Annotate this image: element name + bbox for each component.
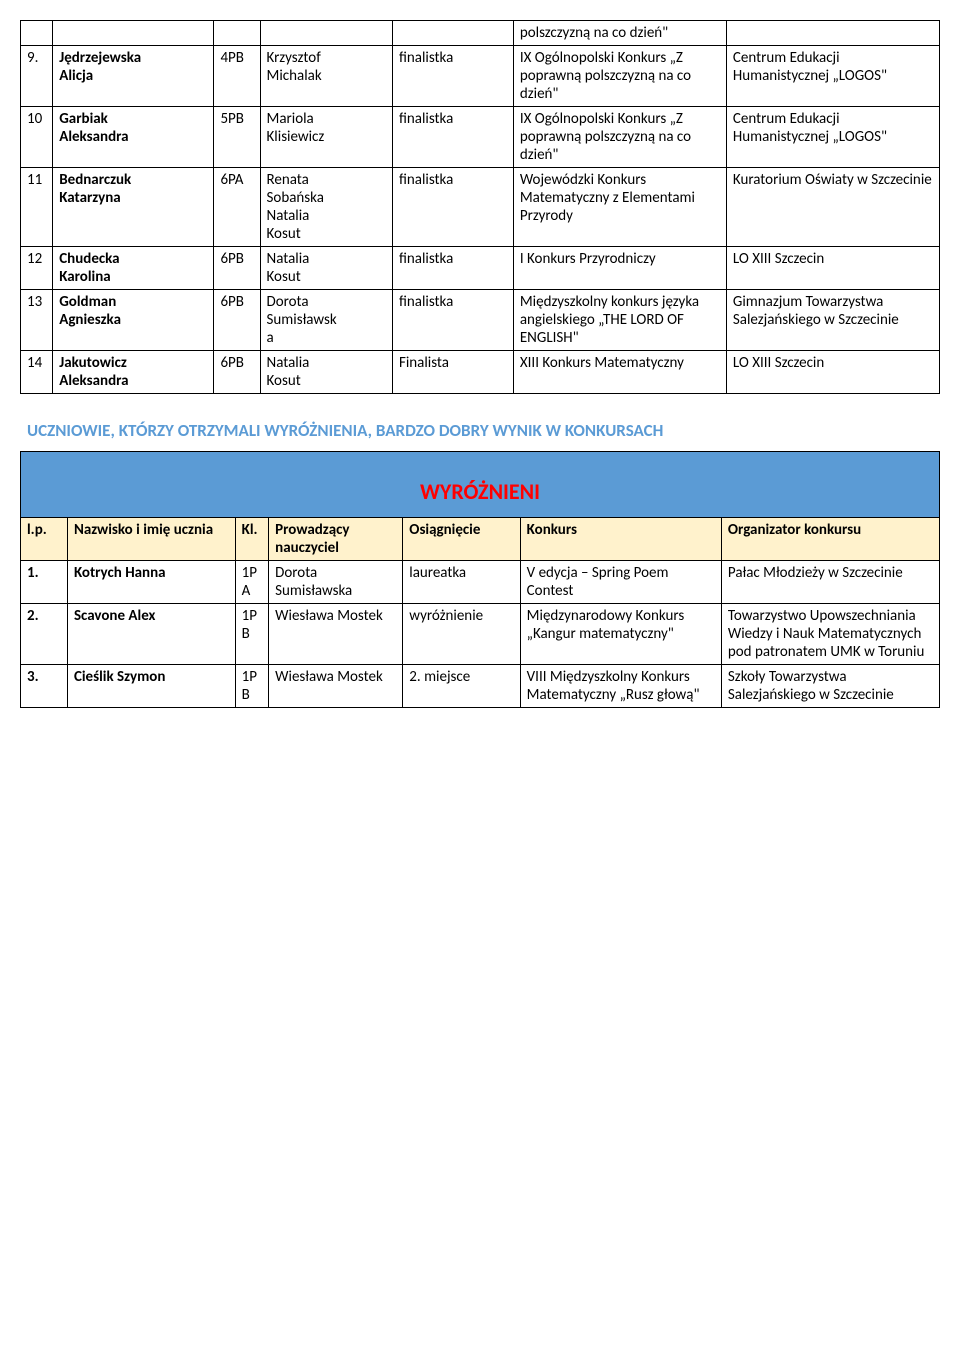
cell-os: Finalista	[392, 351, 513, 394]
table-row: 9.JędrzejewskaAlicja4PBKrzysztofMichalak…	[21, 46, 940, 107]
cell-prow: Wiesława Mostek	[269, 665, 403, 708]
header-kl: Kl.	[235, 518, 269, 561]
cell-konk: V edycja – Spring Poem Contest	[520, 561, 721, 604]
cell-prow	[260, 21, 392, 46]
cell-org: LO XIII Szczecin	[726, 247, 939, 290]
cell-os: finalistka	[392, 290, 513, 351]
cell-lp: 11	[21, 168, 53, 247]
cell-name: Cieślik Szymon	[67, 665, 235, 708]
table-header-row: l.p. Nazwisko i imię ucznia Kl. Prowadzą…	[21, 518, 940, 561]
cell-org: Gimnazjum Towarzystwa Salezjańskiego w S…	[726, 290, 939, 351]
cell-konk: IX Ogólnopolski Konkurs „Z poprawną pols…	[513, 107, 726, 168]
cell-name: JakutowiczAleksandra	[53, 351, 214, 394]
cell-prow: KrzysztofMichalak	[260, 46, 392, 107]
cell-org: LO XIII Szczecin	[726, 351, 939, 394]
cell-os: finalistka	[392, 107, 513, 168]
cell-os: finalistka	[392, 46, 513, 107]
cell-lp: 3.	[21, 665, 68, 708]
cell-name: Scavone Alex	[67, 604, 235, 665]
cell-kl: 6PA	[214, 168, 260, 247]
cell-konk: IX Ogólnopolski Konkurs „Z poprawną pols…	[513, 46, 726, 107]
header-prow: Prowadzący nauczyciel	[269, 518, 403, 561]
cell-org: Kuratorium Oświaty w Szczecinie	[726, 168, 939, 247]
cell-kl: 6PB	[214, 290, 260, 351]
table-row: 1.Kotrych Hanna1PADorota Sumisławskalaur…	[21, 561, 940, 604]
distinctions-table: WYRÓŻNIENI l.p. Nazwisko i imię ucznia K…	[20, 451, 940, 708]
table-row: 10GarbiakAleksandra5PBMariolaKlisiewiczf…	[21, 107, 940, 168]
cell-prow: Wiesława Mostek	[269, 604, 403, 665]
cell-kl: 5PB	[214, 107, 260, 168]
cell-os: 2. miejsce	[403, 665, 520, 708]
table-row: 14JakutowiczAleksandra6PBNataliaKosutFin…	[21, 351, 940, 394]
cell-prow: DorotaSumisławska	[260, 290, 392, 351]
table-row: 12ChudeckaKarolina6PBNataliaKosutfinalis…	[21, 247, 940, 290]
cell-konk: Międzynarodowy Konkurs „Kangur matematyc…	[520, 604, 721, 665]
cell-kl: 1PA	[235, 561, 269, 604]
cell-lp	[21, 21, 53, 46]
cell-lp: 1.	[21, 561, 68, 604]
cell-name: ChudeckaKarolina	[53, 247, 214, 290]
cell-lp: 14	[21, 351, 53, 394]
cell-org: Towarzystwo Upowszechniania Wiedzy i Nau…	[721, 604, 939, 665]
cell-prow: NataliaKosut	[260, 247, 392, 290]
table-row: 13GoldmanAgnieszka6PBDorotaSumisławskafi…	[21, 290, 940, 351]
finalists-table: polszczyzną na co dzień"9.JędrzejewskaAl…	[20, 20, 940, 394]
cell-kl: 1PB	[235, 604, 269, 665]
cell-konk: I Konkurs Przyrodniczy	[513, 247, 726, 290]
cell-os	[392, 21, 513, 46]
section-heading: UCZNIOWIE, KTÓRZY OTRZYMALI WYRÓŻNIENIA,…	[20, 402, 940, 451]
cell-lp: 12	[21, 247, 53, 290]
header-os: Osiągnięcie	[403, 518, 520, 561]
cell-konk: XIII Konkurs Matematyczny	[513, 351, 726, 394]
cell-prow: RenataSobańskaNataliaKosut	[260, 168, 392, 247]
cell-kl: 1PB	[235, 665, 269, 708]
cell-os: wyróżnienie	[403, 604, 520, 665]
cell-lp: 13	[21, 290, 53, 351]
banner-title: WYRÓŻNIENI	[21, 452, 940, 518]
cell-name: GoldmanAgnieszka	[53, 290, 214, 351]
cell-lp: 10	[21, 107, 53, 168]
cell-kl: 6PB	[214, 247, 260, 290]
header-lp: l.p.	[21, 518, 68, 561]
cell-os: finalistka	[392, 247, 513, 290]
table-row: 2.Scavone Alex1PBWiesława Mostekwyróżnie…	[21, 604, 940, 665]
cell-konk: Wojewódzki Konkurs Matematyczny z Elemen…	[513, 168, 726, 247]
cell-org: Centrum Edukacji Humanistycznej „LOGOS"	[726, 107, 939, 168]
cell-name: JędrzejewskaAlicja	[53, 46, 214, 107]
cell-konk: VIII Międzyszkolny Konkurs Matematyczny …	[520, 665, 721, 708]
table-row: polszczyzną na co dzień"	[21, 21, 940, 46]
cell-prow: NataliaKosut	[260, 351, 392, 394]
cell-lp: 2.	[21, 604, 68, 665]
cell-kl: 6PB	[214, 351, 260, 394]
cell-kl	[214, 21, 260, 46]
cell-os: finalistka	[392, 168, 513, 247]
cell-org	[726, 21, 939, 46]
header-org: Organizator konkursu	[721, 518, 939, 561]
cell-org: Centrum Edukacji Humanistycznej „LOGOS"	[726, 46, 939, 107]
cell-prow: Dorota Sumisławska	[269, 561, 403, 604]
cell-konk: polszczyzną na co dzień"	[513, 21, 726, 46]
cell-name	[53, 21, 214, 46]
cell-org: Szkoły Towarzystwa Salezjańskiego w Szcz…	[721, 665, 939, 708]
cell-konk: Międzyszkolny konkurs języka angielskieg…	[513, 290, 726, 351]
header-name: Nazwisko i imię ucznia	[67, 518, 235, 561]
cell-name: BednarczukKatarzyna	[53, 168, 214, 247]
cell-os: laureatka	[403, 561, 520, 604]
cell-org: Pałac Młodzieży w Szczecinie	[721, 561, 939, 604]
cell-name: GarbiakAleksandra	[53, 107, 214, 168]
header-konk: Konkurs	[520, 518, 721, 561]
table-row: 3.Cieślik Szymon1PBWiesława Mostek2. mie…	[21, 665, 940, 708]
cell-prow: MariolaKlisiewicz	[260, 107, 392, 168]
cell-lp: 9.	[21, 46, 53, 107]
cell-kl: 4PB	[214, 46, 260, 107]
cell-name: Kotrych Hanna	[67, 561, 235, 604]
table-row: 11BednarczukKatarzyna6PARenataSobańskaNa…	[21, 168, 940, 247]
